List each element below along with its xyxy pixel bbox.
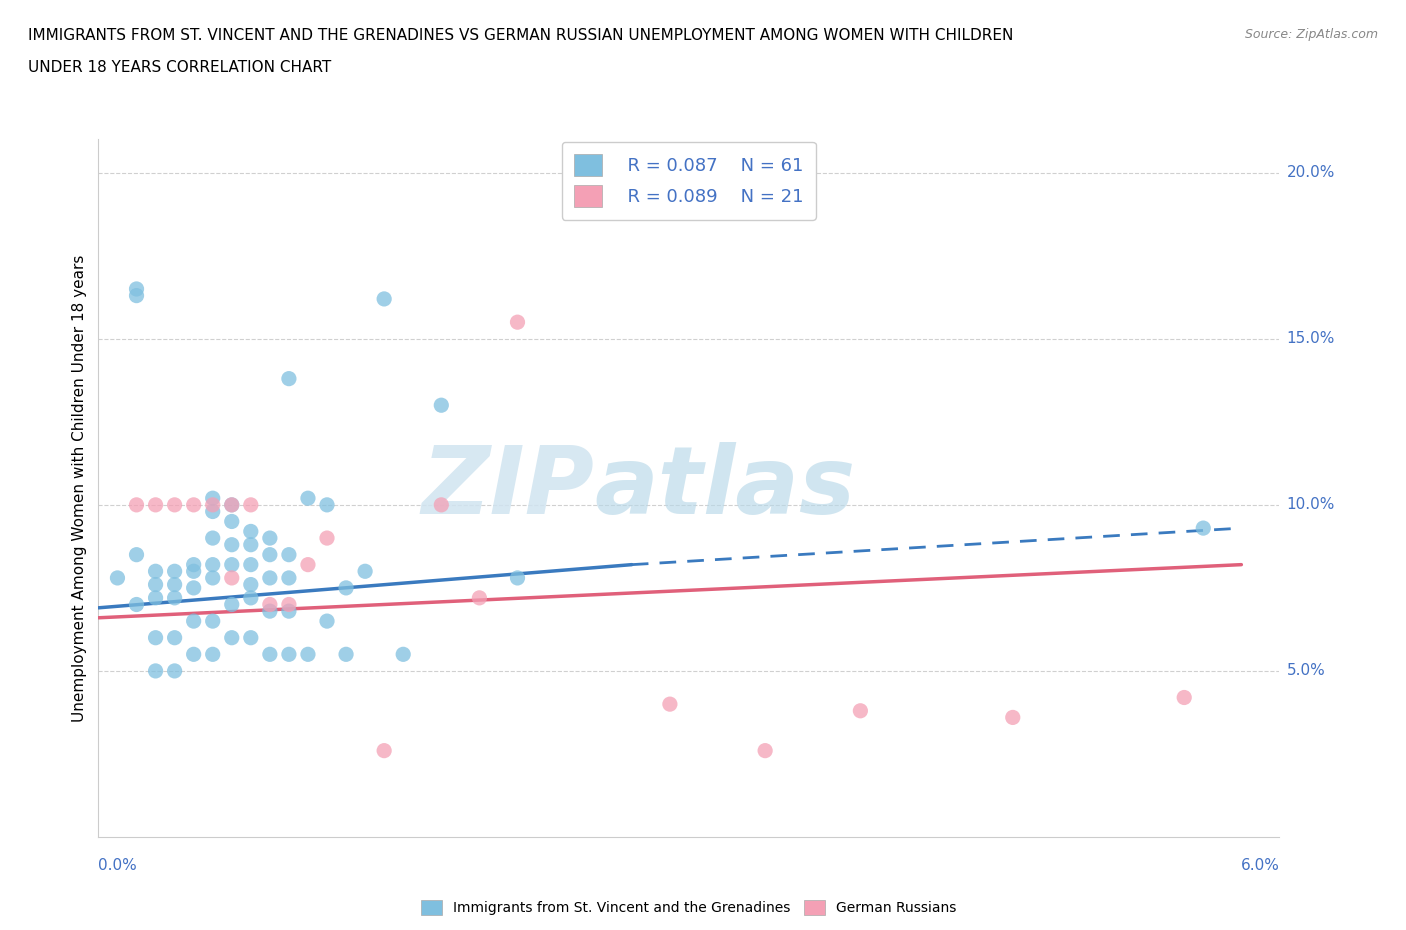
Point bbox=[754, 743, 776, 758]
Point bbox=[201, 491, 224, 506]
Point bbox=[297, 647, 319, 662]
Point bbox=[125, 498, 148, 512]
Legend:   R = 0.087    N = 61,   R = 0.089    N = 21: R = 0.087 N = 61, R = 0.089 N = 21 bbox=[562, 141, 815, 219]
Point bbox=[145, 663, 167, 678]
Text: UNDER 18 YEARS CORRELATION CHART: UNDER 18 YEARS CORRELATION CHART bbox=[28, 60, 332, 75]
Point bbox=[468, 591, 491, 605]
Point bbox=[221, 570, 243, 585]
Point bbox=[183, 580, 205, 595]
Text: 5.0%: 5.0% bbox=[1286, 663, 1326, 678]
Text: 0.0%: 0.0% bbox=[98, 857, 138, 872]
Point bbox=[125, 547, 148, 562]
Point bbox=[316, 614, 339, 629]
Point bbox=[239, 578, 262, 592]
Text: 10.0%: 10.0% bbox=[1286, 498, 1334, 512]
Point bbox=[201, 647, 224, 662]
Point bbox=[125, 282, 148, 297]
Point bbox=[430, 398, 453, 413]
Point bbox=[239, 524, 262, 538]
Point bbox=[259, 531, 281, 546]
Point bbox=[277, 604, 299, 618]
Point bbox=[183, 614, 205, 629]
Point bbox=[335, 580, 357, 595]
Point bbox=[354, 564, 377, 578]
Point bbox=[239, 538, 262, 552]
Text: 15.0%: 15.0% bbox=[1286, 331, 1334, 346]
Point bbox=[239, 631, 262, 645]
Point bbox=[1173, 690, 1195, 705]
Point bbox=[277, 647, 299, 662]
Point bbox=[849, 703, 872, 718]
Point bbox=[335, 647, 357, 662]
Point bbox=[201, 531, 224, 546]
Point bbox=[145, 631, 167, 645]
Point bbox=[506, 570, 529, 585]
Point bbox=[201, 504, 224, 519]
Point bbox=[145, 591, 167, 605]
Text: IMMIGRANTS FROM ST. VINCENT AND THE GRENADINES VS GERMAN RUSSIAN UNEMPLOYMENT AM: IMMIGRANTS FROM ST. VINCENT AND THE GREN… bbox=[28, 28, 1014, 43]
Point bbox=[277, 597, 299, 612]
Point bbox=[163, 591, 186, 605]
Text: Source: ZipAtlas.com: Source: ZipAtlas.com bbox=[1244, 28, 1378, 41]
Point bbox=[1001, 710, 1024, 724]
Point bbox=[373, 291, 395, 306]
Point bbox=[183, 647, 205, 662]
Text: 20.0%: 20.0% bbox=[1286, 166, 1334, 180]
Point bbox=[316, 498, 339, 512]
Point bbox=[163, 498, 186, 512]
Point bbox=[506, 314, 529, 329]
Point bbox=[221, 498, 243, 512]
Point bbox=[259, 547, 281, 562]
Text: ZIP: ZIP bbox=[422, 443, 595, 534]
Point bbox=[297, 557, 319, 572]
Point bbox=[163, 578, 186, 592]
Point bbox=[392, 647, 415, 662]
Point bbox=[145, 564, 167, 578]
Text: atlas: atlas bbox=[595, 443, 856, 534]
Point bbox=[183, 498, 205, 512]
Point bbox=[201, 498, 224, 512]
Point bbox=[1192, 521, 1215, 536]
Point bbox=[373, 743, 395, 758]
Point bbox=[658, 697, 681, 711]
Point bbox=[259, 604, 281, 618]
Point bbox=[201, 557, 224, 572]
Point bbox=[145, 578, 167, 592]
Point bbox=[221, 538, 243, 552]
Point bbox=[125, 288, 148, 303]
Point bbox=[259, 570, 281, 585]
Point bbox=[201, 614, 224, 629]
Point bbox=[107, 570, 129, 585]
Point bbox=[239, 557, 262, 572]
Point bbox=[430, 498, 453, 512]
Point bbox=[297, 491, 319, 506]
Point bbox=[221, 557, 243, 572]
Point bbox=[259, 647, 281, 662]
Point bbox=[163, 663, 186, 678]
Point bbox=[183, 557, 205, 572]
Point bbox=[221, 514, 243, 529]
Point bbox=[163, 631, 186, 645]
Point bbox=[125, 597, 148, 612]
Point bbox=[259, 597, 281, 612]
Point bbox=[221, 597, 243, 612]
Point bbox=[277, 547, 299, 562]
Point bbox=[183, 564, 205, 578]
Point bbox=[163, 564, 186, 578]
Point bbox=[239, 498, 262, 512]
Y-axis label: Unemployment Among Women with Children Under 18 years: Unemployment Among Women with Children U… bbox=[72, 255, 87, 722]
Point bbox=[239, 591, 262, 605]
Text: 6.0%: 6.0% bbox=[1240, 857, 1279, 872]
Point bbox=[221, 631, 243, 645]
Point bbox=[145, 498, 167, 512]
Point bbox=[277, 371, 299, 386]
Point bbox=[316, 531, 339, 546]
Point bbox=[277, 570, 299, 585]
Point bbox=[201, 570, 224, 585]
Point bbox=[221, 498, 243, 512]
